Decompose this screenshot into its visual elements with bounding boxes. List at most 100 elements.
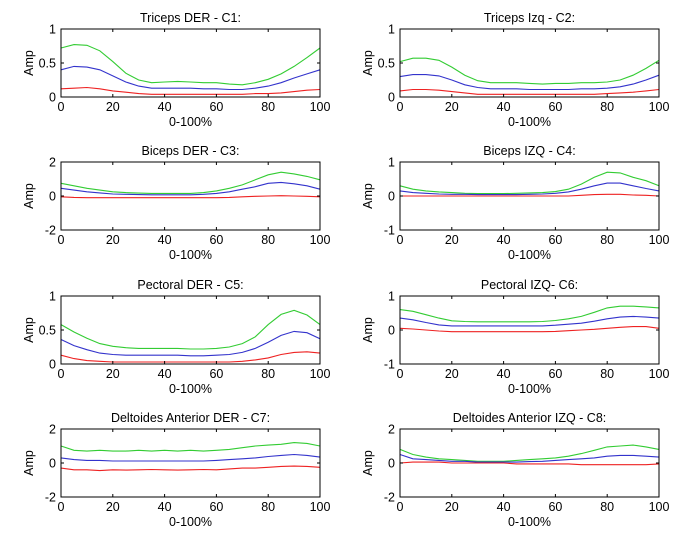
x-tick-label: 40 [497,367,511,381]
x-tick-label: 40 [158,500,172,514]
x-axis-label: 0-100% [169,515,212,529]
subplot-7: Deltoides Anterior DER - C7:0 20 40 60 80 100… [22,411,330,529]
x-tick-label: 0 [397,367,404,381]
y-tick-label: -2 [45,491,56,505]
y-axis-label: Amp [361,183,375,209]
x-tick-label: 100 [649,100,670,114]
x-tick-label: 20 [445,100,459,114]
y-tick-label: 0 [388,457,395,471]
series-line-3 [399,461,660,466]
y-tick-label: 0 [49,358,56,372]
x-tick-label: 80 [261,100,275,114]
subplot-1: Triceps DER - C1: 0 20 40 60 80 100 0 0.5 1 0-100%… [22,11,330,129]
x-tick-label: 60 [209,100,223,114]
series-line-3 [399,88,660,95]
subplot-title: Biceps DER - C3: [142,144,240,158]
series-line-3 [399,326,660,333]
y-tick-label: 0 [388,190,395,204]
series-line-2 [60,453,321,462]
axes-frame [399,428,660,498]
x-tick-label: 80 [600,500,614,514]
y-tick-label: -2 [45,224,56,238]
y-tick-label: 2 [49,156,56,170]
series-line-2 [399,182,660,196]
x-tick-label: 60 [209,367,223,381]
x-tick-label: 0 [58,100,65,114]
x-tick-label: 100 [310,500,331,514]
y-tick-label: -1 [384,358,395,372]
axes-frame [60,295,321,365]
series-line-3 [400,193,660,197]
y-tick-label: 0.5 [39,57,56,71]
series-line-3 [60,465,321,472]
series-line-2 [399,315,660,327]
y-tick-label: 2 [388,423,395,437]
subplot-title: Pectoral DER - C5: [137,278,243,292]
y-axis-label: Amp [22,50,36,76]
subplot-title: Deltoides Anterior IZQ - C8: [453,411,607,425]
series-line-1 [399,57,660,85]
subplot-title: Biceps IZQ - C4: [483,144,575,158]
x-tick-label: 100 [310,100,331,114]
x-tick-label: 0 [397,100,404,114]
x-tick-label: 60 [548,233,562,247]
x-tick-label: 0 [58,367,65,381]
series-line-2 [60,65,321,91]
x-tick-label: 0 [397,500,404,514]
subplot-title: Triceps DER - C1: [140,11,241,25]
x-axis-label: 0-100% [508,382,551,396]
series-line-1 [399,171,660,195]
subplot-title: Triceps Izq - C2: [484,11,575,25]
series-line-2 [399,74,660,91]
series-line-3 [60,351,321,363]
x-tick-label: 80 [600,100,614,114]
series-line-2 [60,181,321,196]
x-tick-label: 80 [600,233,614,247]
x-tick-label: 40 [158,367,172,381]
x-tick-label: 60 [209,500,223,514]
y-tick-label: -1 [384,224,395,238]
y-tick-label: 1 [388,290,395,304]
series-line-1 [60,171,321,194]
x-tick-label: 40 [497,100,511,114]
x-tick-label: 100 [649,500,670,514]
series-line-1 [60,44,321,86]
x-tick-label: 0 [58,233,65,247]
x-tick-label: 0 [397,233,404,247]
series-line-1 [60,442,321,452]
y-axis-label: Amp [22,450,36,476]
x-tick-label: 60 [548,100,562,114]
x-tick-label: 100 [649,367,670,381]
x-tick-label: 80 [261,367,275,381]
x-tick-label: 100 [649,233,670,247]
x-tick-label: 20 [445,233,459,247]
y-tick-label: 0 [388,91,395,105]
x-tick-label: 100 [310,233,331,247]
y-tick-label: 2 [49,423,56,437]
y-axis-label: Amp [361,50,375,76]
subplot-title: Deltoides Anterior DER - C7: [111,411,270,425]
x-tick-label: 20 [445,500,459,514]
y-tick-label: -2 [384,491,395,505]
y-tick-label: 1 [388,23,395,37]
x-axis-label: 0-100% [508,515,551,529]
y-axis-label: Amp [22,317,36,343]
axes-frame [60,428,321,498]
series-line-3 [60,195,321,199]
x-tick-label: 60 [209,233,223,247]
y-axis-label: Amp [22,183,36,209]
x-tick-label: 20 [106,233,120,247]
x-axis-label: 0-100% [169,382,212,396]
y-tick-label: 0 [49,457,56,471]
y-tick-label: 0 [49,190,56,204]
y-tick-label: 0 [388,324,395,338]
x-axis-label: 0-100% [508,115,551,129]
x-tick-label: 80 [600,367,614,381]
series-line-1 [60,309,321,350]
series-line-2 [399,453,660,463]
x-axis-label: 0-100% [169,248,212,262]
series-line-2 [60,330,321,357]
x-axis-label: 0-100% [169,115,212,129]
y-axis-label: Amp [361,450,375,476]
